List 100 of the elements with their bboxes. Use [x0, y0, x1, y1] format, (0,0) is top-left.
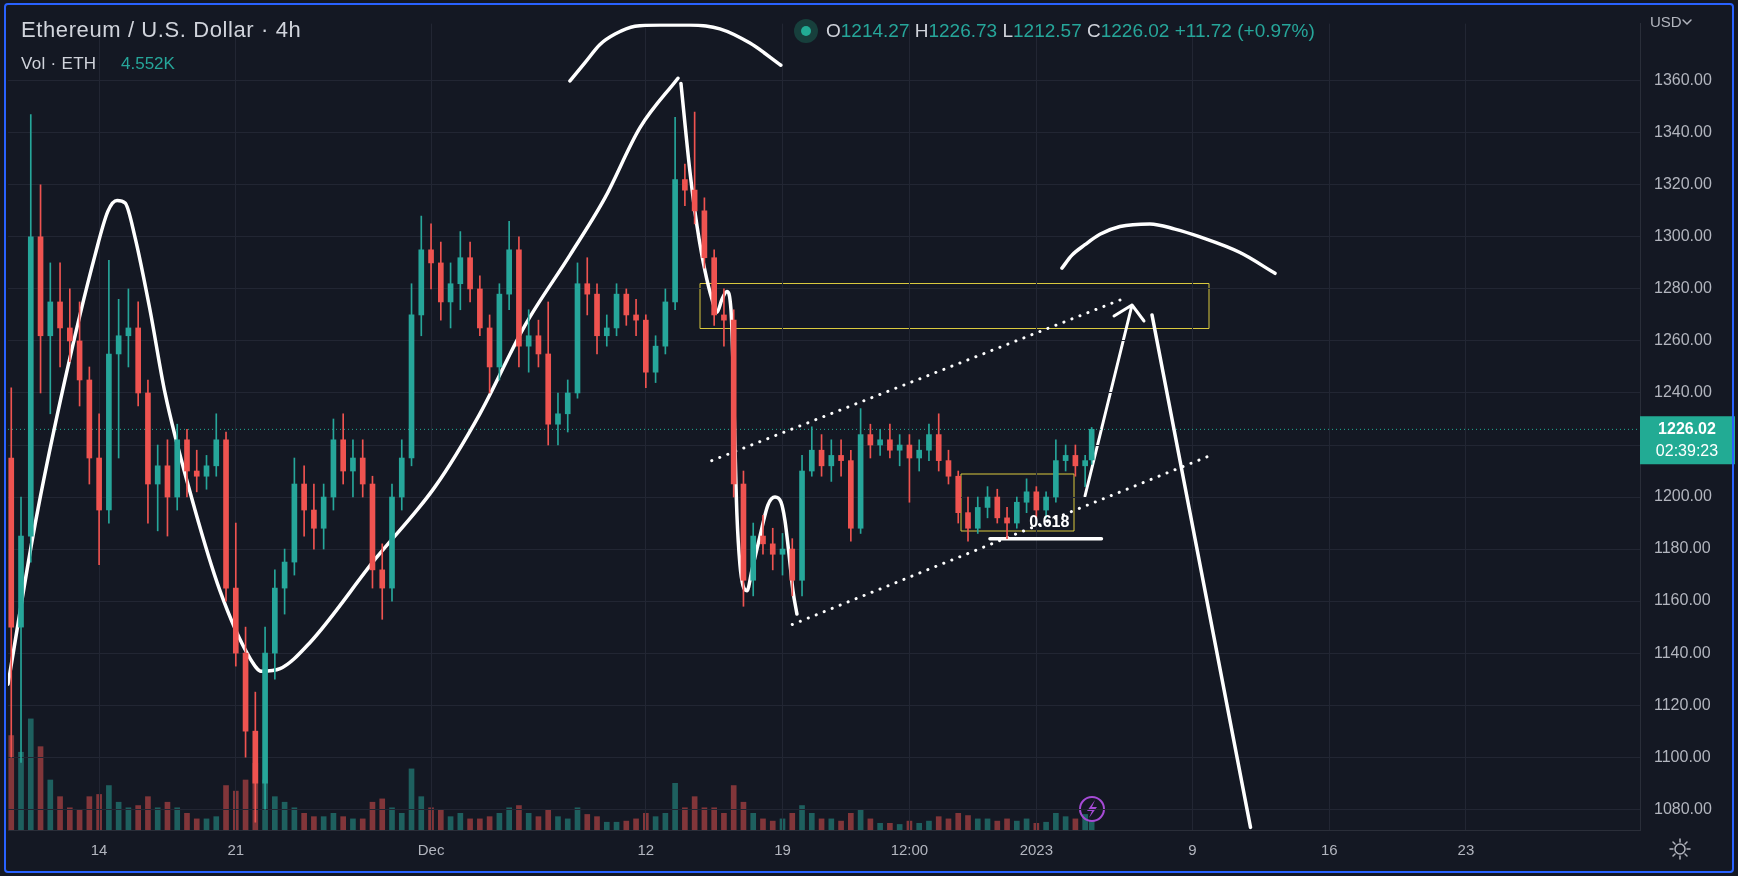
y-tick-label: 1260.00 — [1654, 331, 1712, 349]
bar — [437, 809, 444, 830]
candlestick — [1004, 507, 1010, 539]
bar — [340, 816, 347, 830]
bar — [926, 820, 932, 830]
y-tick-label: 1140.00 — [1654, 643, 1711, 661]
candlestick — [193, 449, 200, 493]
bar — [486, 816, 493, 830]
candlestick — [1082, 455, 1088, 487]
bar — [193, 818, 200, 830]
bar — [935, 816, 942, 830]
y-tick-label: 1340.00 — [1654, 123, 1712, 141]
bar — [1053, 813, 1059, 830]
bar — [974, 818, 981, 830]
bar — [213, 816, 220, 830]
bar — [301, 813, 307, 830]
x-tick-label: 2023 — [1019, 841, 1054, 859]
bar — [525, 813, 532, 830]
x-tick-label: 14 — [90, 841, 108, 859]
candlestick — [154, 444, 161, 532]
bar — [633, 818, 639, 830]
bar — [535, 816, 542, 830]
bar — [652, 816, 659, 830]
bar — [877, 823, 883, 830]
y-tick-label: 1120.00 — [1654, 695, 1711, 713]
y-tick-label: 1320.00 — [1654, 175, 1712, 193]
chart-title: Ethereum / U.S. Dollar · 4h — [21, 17, 302, 44]
bar — [18, 751, 24, 830]
bar — [603, 821, 610, 830]
bar — [47, 779, 54, 830]
bar — [506, 807, 512, 830]
x-tick-label: Dec — [417, 841, 445, 859]
bar — [994, 820, 1001, 830]
bar — [672, 783, 678, 830]
bar — [1004, 818, 1010, 830]
candlestick — [721, 288, 727, 347]
candlestick — [877, 429, 883, 456]
bar — [564, 818, 571, 830]
bar — [8, 735, 15, 830]
y-tick-label: 1100.00 — [1654, 747, 1711, 765]
bar — [799, 805, 805, 830]
candlestick — [47, 262, 54, 415]
candlestick — [57, 262, 63, 368]
line-series — [8, 76, 680, 687]
y-tick-label: 1280.00 — [1654, 279, 1712, 297]
bar — [545, 809, 552, 830]
bar — [135, 805, 141, 830]
annotation: 4.552K — [121, 54, 175, 75]
candlestick — [916, 439, 923, 472]
y-tick-label: 1300.00 — [1654, 227, 1712, 245]
bar — [730, 785, 737, 830]
candlestick — [350, 439, 356, 498]
bar — [828, 818, 835, 830]
bar — [769, 820, 776, 830]
bar — [584, 814, 591, 830]
bar — [887, 823, 893, 830]
text: 02:39:23 — [1655, 441, 1719, 459]
x-tick-label: 21 — [227, 841, 245, 859]
line-series — [1060, 222, 1277, 276]
bar — [106, 785, 112, 830]
x-tick-label: 23 — [1457, 841, 1475, 859]
bar — [145, 796, 151, 830]
bar — [311, 816, 317, 830]
bar — [379, 798, 386, 830]
candlestick — [584, 257, 591, 316]
y-axis-title: USD — [1650, 13, 1682, 31]
y-tick-label: 1180.00 — [1654, 539, 1711, 557]
bar — [555, 816, 561, 830]
y-tick-label: 1080.00 — [1654, 799, 1712, 817]
bar — [838, 820, 844, 830]
bar — [57, 796, 63, 830]
candlestick — [525, 309, 532, 373]
bar — [184, 813, 190, 830]
bar — [711, 807, 717, 830]
x-tick-label: 19 — [774, 841, 791, 859]
y-tick-label: 1360.00 — [1654, 71, 1712, 89]
bar — [154, 807, 161, 830]
bar — [750, 813, 757, 830]
bar — [896, 824, 903, 830]
ref-line-label: 1226.02 — [1658, 419, 1717, 437]
candlestick — [760, 514, 766, 555]
text: O1214.27 H1226.73 L1212.57 C1226.02 +11.72 (+0.97%) — [826, 20, 1315, 41]
bar — [447, 816, 454, 830]
bar — [67, 807, 73, 830]
bar — [965, 815, 971, 830]
bar — [682, 807, 688, 830]
bar — [789, 813, 796, 830]
bar — [27, 718, 34, 830]
bar — [1043, 821, 1049, 830]
bar — [467, 818, 473, 830]
x-tick-label: 9 — [1188, 841, 1197, 859]
bar — [1062, 816, 1069, 830]
bar — [721, 813, 727, 830]
bar — [350, 818, 356, 830]
bar — [389, 807, 395, 830]
bar — [418, 796, 425, 830]
y-tick-label: 1240.00 — [1654, 383, 1712, 401]
candlestick — [633, 299, 639, 337]
bar — [223, 785, 229, 830]
x-tick-label: 12 — [637, 841, 655, 859]
